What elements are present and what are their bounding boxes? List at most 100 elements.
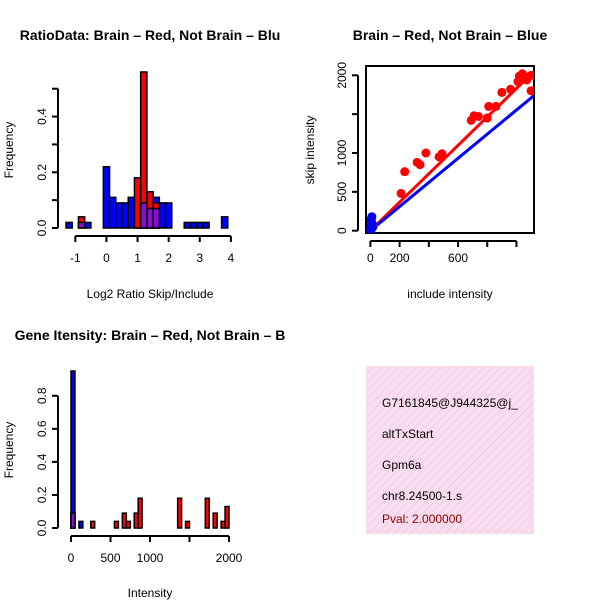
- ratio-y-tick-label: 0.0: [35, 219, 49, 236]
- ratio-x-tick-label: 2: [165, 251, 172, 265]
- intensity-histogram-xlabel: Intensity: [128, 586, 173, 600]
- intensity-histogram-ylabel: Frequency: [2, 422, 16, 479]
- intensity-bar-brain-9: [204, 497, 211, 529]
- ratio-x-tick-label: 4: [228, 251, 235, 265]
- ratio-bar-not-brain-1: [83, 221, 92, 229]
- intensity-y-tick-label: 0.2: [35, 486, 49, 503]
- scatter-point-brain-12: [482, 113, 492, 123]
- intensity-x-tick-label: 1000: [137, 551, 164, 565]
- intensity-y-tick-label: 0.8: [35, 387, 49, 404]
- scatter-y-tick-label: 0: [335, 227, 349, 234]
- intensity-bar-brain-1: [90, 520, 96, 529]
- scatter-axes: 0 200 600 0 500 1000 2000: [335, 62, 518, 265]
- intensity-bar-brain-7: [176, 497, 183, 529]
- scatter-point-brain-25: [530, 71, 534, 80]
- ratio-histogram-title: RatioData: Brain – Red, Not Brain – Blu: [20, 27, 281, 43]
- ratio-bar-not-brain-11: [158, 202, 167, 229]
- intensity-bar-brain-10: [212, 512, 218, 529]
- ratio-bar-not-brain-0: [65, 221, 73, 229]
- intensity-bar-brain-3: [121, 512, 128, 529]
- intensity-bar-brain-8: [184, 520, 191, 529]
- scatter-point-not-brain-9: [366, 218, 376, 228]
- intensity-bar-overlap-0: [70, 512, 76, 529]
- intensity-x-tick-label: 500: [100, 551, 120, 565]
- ratio-bar-not-brain-6: [127, 196, 136, 229]
- scatter-marks: [366, 69, 534, 233]
- intensity-histogram-axes: 0 500 1000 2000 0.0 0.2 0.4 0.6 0.8: [35, 387, 243, 565]
- scatter-point-brain-24: [529, 86, 534, 96]
- ratio-bar-overlap-1: [139, 202, 148, 229]
- ratio-bar-brain-1: [133, 177, 142, 229]
- scatter-xlabel: include intensity: [407, 287, 492, 301]
- scatter-point-brain-13: [484, 101, 494, 111]
- intensity-y-tick-label: 0.4: [35, 453, 49, 470]
- scatter-x-tick-label: 600: [448, 251, 468, 265]
- ratio-bar-not-brain-15: [195, 221, 204, 229]
- scatter-point-brain-11: [473, 111, 483, 121]
- ratio-histogram-xlabel: Log2 Ratio Skip/Include: [87, 287, 214, 301]
- ratio-bar-not-brain-14: [189, 221, 198, 229]
- ratio-histogram-axes: -1 0 1 2 3 4 0.0 0.2 0.4: [35, 87, 235, 265]
- scatter-point-not-brain-7: [366, 225, 376, 233]
- intensity-bar-brain-2: [113, 520, 120, 529]
- scatter-y-tick-label: 1000: [335, 139, 349, 166]
- scatter-point-brain-2: [396, 188, 406, 198]
- intensity-x-tick-label: 2000: [216, 551, 243, 565]
- intensity-bar-not-brain-1: [78, 520, 84, 529]
- ratio-bar-overlap-3: [152, 207, 161, 229]
- ratio-bar-not-brain-4: [115, 202, 123, 229]
- ratio-x-tick-label: 0: [103, 251, 110, 265]
- ratio-y-tick-label: 0.2: [35, 164, 49, 181]
- info-panel: G7161845@J944325@j_ altTxStart Gpm6a chr…: [366, 366, 534, 534]
- intensity-bar-brain-6: [137, 497, 143, 529]
- scatter-fit-line-not-brain: [369, 94, 534, 232]
- info-event-type: altTxStart: [382, 427, 434, 441]
- scatter-title: Brain – Red, Not Brain – Blue: [353, 27, 548, 43]
- ratio-bar-not-brain-12: [164, 202, 173, 229]
- ratio-bar-not-brain-2: [102, 165, 111, 229]
- intensity-bar-brain-12: [224, 505, 230, 529]
- scatter-point-brain-6: [421, 148, 431, 158]
- scatter-x-tick-label: 0: [367, 251, 374, 265]
- scatter-y-tick-label: 2000: [335, 62, 349, 89]
- ratio-histogram-ylabel: Frequency: [2, 122, 16, 179]
- scatter-point-brain-8: [437, 149, 447, 159]
- info-pval: Pval: 2.000000: [382, 512, 462, 526]
- ratio-x-tick-label: 3: [196, 251, 203, 265]
- ratio-histogram-bars: [65, 71, 229, 229]
- ratio-bar-overlap-2: [146, 207, 154, 229]
- info-panel-clip: G7161845@J944325@j_ altTxStart Gpm6a chr…: [366, 366, 534, 534]
- ratio-y-tick-label: 0.4: [35, 108, 49, 125]
- intensity-histogram-title: Gene Itensity: Brain – Red, Not Brain – …: [15, 327, 286, 343]
- scatter-point-brain-14: [491, 101, 501, 111]
- ratio-x-tick-label: 1: [134, 251, 141, 265]
- intensity-y-tick-label: 0.0: [35, 519, 49, 536]
- info-location: chr8.24500-1.s: [382, 489, 462, 503]
- ratio-bar-not-brain-5: [121, 202, 129, 229]
- scatter-point-brain-15: [497, 87, 507, 97]
- scatter-point-brain-5: [415, 160, 425, 170]
- intensity-histogram-bars: [70, 370, 230, 529]
- scatter-ylabel: skip intensity: [303, 116, 317, 185]
- ratio-histogram-panel: RatioData: Brain – Red, Not Brain – Blu …: [2, 27, 280, 301]
- intensity-scatter-panel: Brain – Red, Not Brain – Blue 0 200 600 0 50…: [303, 27, 547, 301]
- info-gene-name: Gpm6a: [382, 458, 422, 472]
- scatter-y-tick-label: 500: [335, 182, 349, 202]
- intensity-histogram-panel: Gene Itensity: Brain – Red, Not Brain – …: [2, 327, 285, 600]
- info-panel-background: [366, 366, 534, 534]
- intensity-bar-brain-4: [125, 520, 132, 529]
- intensity-bar-not-brain-0: [70, 370, 76, 529]
- ratio-bar-not-brain-3: [108, 196, 117, 229]
- scatter-plot-box: [365, 65, 535, 234]
- scatter-x-tick-label: 200: [390, 251, 410, 265]
- scatter-point-brain-3: [400, 167, 410, 177]
- ratio-bar-not-brain-17: [220, 216, 229, 229]
- ratio-x-tick-label: -1: [70, 251, 81, 265]
- ratio-bar-not-brain-16: [202, 221, 210, 229]
- scatter-fit-line-brain: [369, 70, 534, 232]
- intensity-x-tick-label: 0: [68, 551, 75, 565]
- info-probe-id: G7161845@J944325@j_: [382, 396, 518, 410]
- intensity-y-tick-label: 0.6: [35, 420, 49, 437]
- ratio-bar-overlap-0: [77, 221, 86, 229]
